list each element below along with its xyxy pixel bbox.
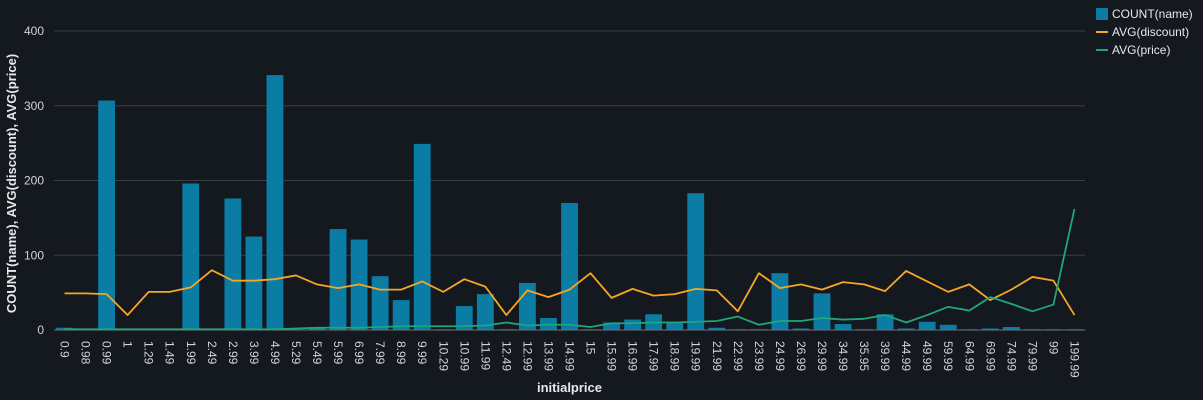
x-tick-label: 17.99 [647, 341, 661, 371]
y-axis-ticks: 0 100 200 300 400 [24, 24, 44, 337]
x-tick-label: 21.99 [710, 341, 724, 371]
bars [56, 75, 1083, 330]
x-tick-label: 199.99 [1067, 341, 1081, 378]
bar[interactable] [708, 327, 726, 330]
bar[interactable] [687, 193, 705, 330]
x-tick-label: 0.9 [58, 341, 72, 358]
bar[interactable] [876, 314, 894, 330]
bar[interactable] [371, 276, 389, 330]
bar[interactable] [792, 328, 810, 330]
x-tick-label: 79.99 [1025, 341, 1039, 371]
x-tick-label: 35.95 [857, 341, 871, 371]
x-axis-ticks: 0.9 0.98 0.99 1 1.29 1.49 1.99 2.49 2.99 3.99 4.99… [58, 341, 1082, 378]
x-tick-label: 34.99 [836, 341, 850, 371]
x-tick-label: 7.99 [373, 341, 387, 365]
x-tick-label: 3.99 [247, 341, 261, 365]
bar[interactable] [329, 229, 347, 330]
bar[interactable] [413, 143, 431, 330]
x-tick-label: 2.49 [205, 341, 219, 365]
x-tick-label: 23.99 [752, 341, 766, 371]
x-tick-label: 49.99 [920, 341, 934, 371]
bar[interactable] [918, 321, 936, 330]
x-tick-label: 4.99 [268, 341, 282, 365]
x-tick-label: 39.99 [878, 341, 892, 371]
bar[interactable] [245, 236, 263, 330]
bar[interactable] [561, 202, 578, 330]
x-tick-label: 69.99 [983, 341, 997, 371]
series-line[interactable] [64, 269, 1076, 316]
series-line[interactable] [64, 208, 1076, 331]
legend-item[interactable]: AVG(price) [1096, 43, 1170, 57]
y-axis-title: COUNT(name), AVG(discount), AVG(price) [4, 54, 19, 313]
x-tick-label: 9.99 [415, 341, 429, 365]
x-tick-label: 1.29 [142, 341, 156, 365]
bar[interactable] [939, 324, 957, 330]
x-tick-label: 99 [1046, 341, 1060, 355]
bar[interactable] [624, 319, 642, 330]
bar[interactable] [666, 321, 684, 330]
legend-label: AVG(discount) [1112, 25, 1189, 39]
bar[interactable] [813, 293, 831, 330]
bar[interactable] [266, 75, 284, 330]
x-tick-label: 15.99 [605, 341, 619, 371]
x-tick-label: 5.29 [289, 341, 303, 365]
y-tick-label: 300 [24, 99, 44, 113]
x-tick-label: 13.99 [541, 341, 555, 371]
bar[interactable] [455, 306, 473, 330]
x-tick-label: 24.99 [773, 341, 787, 371]
x-tick-label: 11.99 [478, 341, 492, 370]
x-tick-label: 10.99 [457, 341, 471, 371]
x-axis-title: initialprice [537, 380, 602, 395]
legend[interactable]: COUNT(name) AVG(discount) AVG(price) [1096, 7, 1193, 57]
bar[interactable] [834, 324, 852, 330]
x-tick-label: 74.99 [1004, 341, 1018, 371]
bar[interactable] [897, 328, 915, 330]
x-tick-label: 12.99 [520, 341, 534, 371]
bar[interactable] [98, 100, 116, 330]
x-tick-label: 6.99 [352, 341, 366, 365]
x-tick-label: 59.99 [941, 341, 955, 371]
bar[interactable] [1002, 327, 1020, 330]
x-tick-label: 5.49 [310, 341, 324, 365]
legend-item[interactable]: AVG(discount) [1096, 25, 1189, 39]
bar[interactable] [603, 322, 620, 330]
legend-item[interactable]: COUNT(name) [1096, 7, 1193, 21]
x-tick-label: 2.99 [226, 341, 240, 365]
bar[interactable] [182, 183, 200, 330]
x-tick-label: 10.29 [436, 341, 450, 371]
legend-swatch [1096, 8, 1108, 20]
x-tick-label: 1.49 [163, 341, 177, 365]
y-tick-label: 0 [37, 323, 44, 337]
x-tick-label: 5.99 [331, 341, 345, 365]
x-tick-label: 1.99 [184, 341, 198, 365]
x-tick-label: 8.99 [394, 341, 408, 365]
series-lines [64, 208, 1076, 331]
bar[interactable] [981, 328, 999, 330]
x-tick-label: 29.99 [815, 341, 829, 371]
x-tick-label: 0.99 [100, 341, 114, 365]
y-tick-label: 200 [24, 174, 44, 188]
x-tick-label: 26.99 [794, 341, 808, 371]
x-tick-label: 1 [121, 341, 135, 348]
bar[interactable] [308, 328, 326, 330]
x-tick-label: 64.99 [962, 341, 976, 371]
y-tick-label: 400 [24, 24, 44, 38]
x-tick-label: 19.99 [689, 341, 703, 371]
y-tick-label: 100 [24, 248, 44, 262]
legend-label: AVG(price) [1112, 43, 1170, 57]
bar[interactable] [392, 300, 410, 330]
x-tick-label: 12.49 [499, 341, 513, 371]
legend-label: COUNT(name) [1112, 7, 1193, 21]
x-tick-label: 16.99 [626, 341, 640, 371]
x-tick-label: 15 [584, 341, 598, 355]
x-tick-label: 44.99 [899, 341, 913, 371]
x-tick-label: 0.98 [79, 341, 93, 365]
bar[interactable] [224, 198, 242, 330]
bar[interactable] [476, 294, 494, 330]
x-tick-label: 14.99 [563, 341, 577, 371]
x-tick-label: 18.99 [668, 341, 682, 371]
x-tick-label: 22.99 [731, 341, 745, 371]
